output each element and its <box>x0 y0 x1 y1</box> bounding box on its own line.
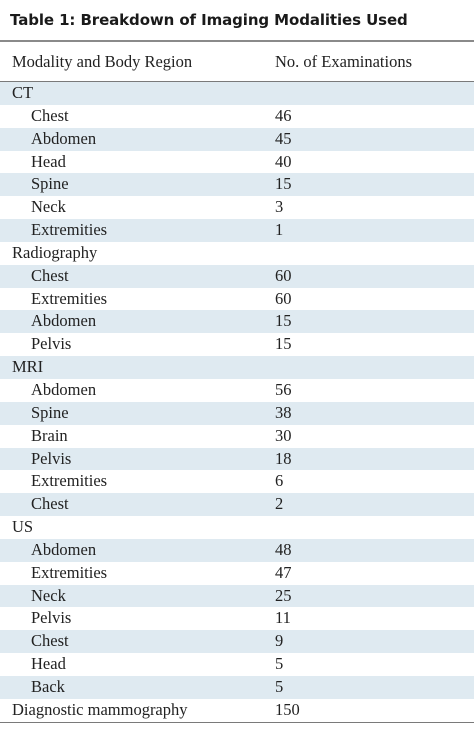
table-row: Chest 46 <box>0 105 474 128</box>
examination-count-cell: 11 <box>275 608 291 628</box>
table-group-row: Radiography <box>0 242 474 265</box>
table-row: Extremities 60 <box>0 288 474 311</box>
examination-count-cell: 15 <box>275 311 292 331</box>
examination-count-cell: 9 <box>275 631 284 651</box>
body-region-cell: Abdomen <box>31 539 97 559</box>
table-group-row: Diagnostic mammography 150 <box>0 699 474 722</box>
examination-count-cell: 1 <box>275 220 284 240</box>
modality-cell: Radiography <box>12 242 98 262</box>
examination-count-cell: 45 <box>275 128 292 148</box>
examination-count-cell: 3 <box>275 197 284 217</box>
table-row: Chest 2 <box>0 493 474 517</box>
table-title: Table 1: Breakdown of Imaging Modalities… <box>10 11 408 29</box>
title-rule <box>0 40 474 42</box>
body-region-cell: Abdomen <box>31 379 97 399</box>
body-region-cell: Head <box>31 654 66 674</box>
body-region-cell: Chest <box>31 494 69 514</box>
body-region-cell: Head <box>31 151 66 171</box>
body-region-cell: Pelvis <box>31 608 72 628</box>
table-row: Brain 30 <box>0 425 474 448</box>
body-region-cell: Extremities <box>31 288 108 308</box>
table-row: Pelvis 11 <box>0 607 474 630</box>
table-body: CT Chest 46 Abdomen 45 Head 40 Spine 15 Neck 3 Extr… <box>0 82 474 722</box>
table-row: Head 5 <box>0 653 474 676</box>
table-row: Spine 15 <box>0 173 474 197</box>
table-row: Spine 38 <box>0 401 474 425</box>
examination-count-cell: 46 <box>275 105 292 125</box>
table-row: Abdomen 56 <box>0 379 474 402</box>
table-row: Head 40 <box>0 151 474 174</box>
table-group-row: MRI <box>0 356 474 379</box>
table-row: Pelvis 18 <box>0 447 474 471</box>
examination-count-cell: 47 <box>275 562 292 582</box>
column-header-modality: Modality and Body Region <box>12 51 193 71</box>
body-region-cell: Neck <box>31 585 66 605</box>
table-row: Abdomen 15 <box>0 310 474 334</box>
table-row: Neck 3 <box>0 196 474 219</box>
body-region-cell: Spine <box>31 402 69 422</box>
examination-count-cell: 25 <box>275 585 292 605</box>
table-group-row: CT <box>0 82 474 105</box>
examination-count-cell: 56 <box>275 379 292 399</box>
table-bottom-rule <box>0 721 474 724</box>
examination-count-cell: 38 <box>275 402 292 422</box>
table-row: Neck 25 <box>0 584 474 608</box>
modality-cell: MRI <box>12 357 44 377</box>
examination-count-cell: 15 <box>275 334 292 354</box>
body-region-cell: Abdomen <box>31 311 97 331</box>
examination-count-cell: 30 <box>275 425 292 445</box>
modality-cell: CT <box>12 83 34 102</box>
examination-count-cell: 2 <box>275 494 284 514</box>
examination-count-cell: 48 <box>275 539 292 559</box>
body-region-cell: Brain <box>31 425 68 445</box>
body-region-cell: Abdomen <box>31 128 97 148</box>
body-region-cell: Chest <box>31 105 69 125</box>
table-row: Extremities 47 <box>0 562 474 585</box>
table-row: Abdomen 45 <box>0 127 474 151</box>
table-row: Back 5 <box>0 675 474 699</box>
body-region-cell: Extremities <box>31 562 108 582</box>
table-header-row: Modality and Body Region No. of Examinat… <box>0 42 474 82</box>
examination-count-cell: 15 <box>275 174 292 194</box>
table-group-row: US <box>0 516 474 539</box>
body-region-cell: Chest <box>31 631 69 651</box>
examination-count-cell: 60 <box>275 288 292 308</box>
body-region-cell: Chest <box>31 265 69 285</box>
column-header-examinations: No. of Examinations <box>275 51 413 71</box>
body-region-cell: Neck <box>31 197 66 217</box>
body-region-cell: Pelvis <box>31 448 72 468</box>
table-row: Pelvis 15 <box>0 333 474 356</box>
body-region-cell: Extremities <box>31 220 108 240</box>
examination-count-cell: 18 <box>275 448 292 468</box>
table-row: Extremities 6 <box>0 470 474 493</box>
table-row: Abdomen 48 <box>0 538 474 562</box>
table-row: Chest 60 <box>0 264 474 288</box>
examination-count-cell: 150 <box>275 699 300 719</box>
modality-cell: Diagnostic mammography <box>12 699 188 719</box>
examination-count-cell: 40 <box>275 151 292 171</box>
table-row: Extremities 1 <box>0 219 474 242</box>
modality-cell: US <box>12 517 34 537</box>
body-region-cell: Pelvis <box>31 334 72 354</box>
table-row: Chest 9 <box>0 630 474 654</box>
body-region-cell: Spine <box>31 174 69 194</box>
examination-count-cell: 5 <box>275 676 284 696</box>
examination-count-cell: 60 <box>275 265 292 285</box>
body-region-cell: Extremities <box>31 471 108 491</box>
examination-count-cell: 6 <box>275 471 284 491</box>
examination-count-cell: 5 <box>275 654 284 674</box>
body-region-cell: Back <box>31 676 65 696</box>
